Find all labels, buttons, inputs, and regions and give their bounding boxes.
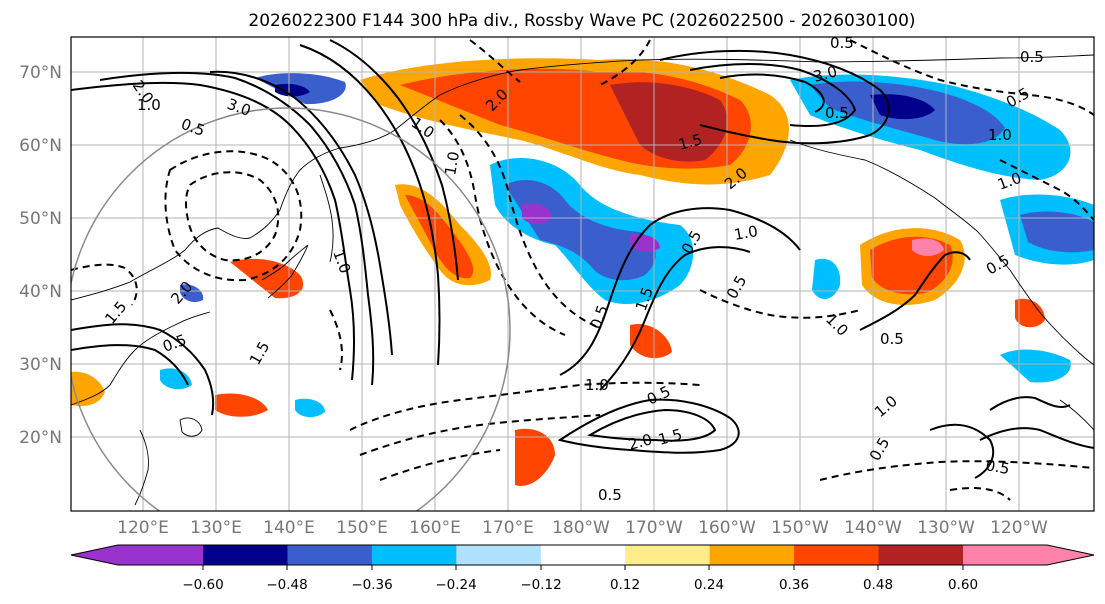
contour-label: 1.0 [585,376,609,394]
colorbar-bin [625,545,711,565]
lon-label: 130°E [190,518,242,538]
lon-label: 150°E [336,518,388,538]
colorbar-bin [203,545,288,565]
map-frame [70,36,1095,512]
lon-label: 170°W [625,518,683,538]
contour-label: 3.0 [811,62,839,86]
contour-label: 0.5 [825,104,849,122]
lat-label: 40°N [19,282,62,302]
div-positive-west [71,371,105,407]
div-negative-west-b [180,284,204,303]
lon-label: 150°W [771,518,829,538]
div-positive-far-east [1015,298,1045,328]
lat-label: 20°N [19,428,62,448]
contour-label: 1.0 [137,96,161,114]
div-negative-blocking-mid [505,180,656,281]
colorbar-bin [794,545,880,565]
contour-label: 0.5 [1020,48,1044,66]
div-positive-south-a [215,393,268,417]
lat-label: 30°N [19,355,62,375]
colorbar-bin [118,545,204,565]
contour-label: 1.0 [988,126,1012,144]
contour-label: 1.5 [656,425,684,449]
colorbar-bin [963,545,1048,565]
colorbar-tick-labels: −0.60 −0.48 −0.36 −0.24 −0.12 0.12 0.24 … [182,577,978,593]
colorbar-tick-label: −0.48 [266,577,307,593]
colorbar-tick-label: −0.60 [182,577,223,593]
graticule [71,37,1094,511]
contour-label: 2.0 [626,430,654,454]
longitude-labels: 120°E 130°E 140°E 150°E 160°E 170°E 180°… [117,518,1048,538]
colorbar-bin [709,545,795,565]
contour-label: 0.5 [880,330,904,348]
colorbar-bin [878,545,964,565]
contour-label: 1.0 [441,150,463,177]
contour-label: 0.5 [984,456,1011,478]
colorbar-tick-label: −0.12 [520,577,561,593]
lon-label: 120°W [990,518,1048,538]
lon-label: 140°W [844,518,902,538]
colorbar-tick-label: 0.48 [863,577,893,593]
contour-label: 0.5 [598,486,622,504]
colorbar-tick-label: 0.24 [694,577,724,593]
lon-label: 160°W [698,518,756,538]
colorbar-bin [371,545,457,565]
lon-label: 160°E [409,518,461,538]
contour-label: 1.5 [676,130,704,154]
map-panel: 2.0 1.0 0.5 3.0 0.5 3.0 0.5 1.0 0.5 0.5 … [70,34,1095,512]
div-negative-west-a [160,368,192,390]
figure-title: 2026022300 F144 300 hPa div., Rossby Wav… [248,11,915,31]
div-positive-east-max [912,238,944,256]
focus-circle [71,107,511,511]
lon-label: 130°W [917,518,975,538]
colorbar-ticks [202,565,964,570]
contour-label: 0.5 [830,34,854,52]
div-negative-subtropic-a [812,258,841,300]
colorbar-tick-label: 0.12 [610,577,640,593]
lat-label: 50°N [19,209,62,229]
div-negative-subtropic-b [1000,349,1071,383]
div-negative-blocking-core-a [522,203,552,224]
lon-label: 170°E [482,518,534,538]
colorbar-tick-label: −0.24 [435,577,476,593]
div-negative-east-coast-core [1020,211,1094,253]
contour-label: 1.0 [733,222,760,244]
colorbar-bin [540,545,626,565]
colorbar-outline [70,544,1095,566]
div-negative-north-core [275,83,310,97]
colorbar-tick-label: 0.36 [779,577,809,593]
lon-label: 140°E [263,518,315,538]
lon-label: 120°E [117,518,169,538]
divergence-shading [71,58,1094,486]
colorbar-extend-high [1047,545,1094,565]
negative-contours [71,39,1094,501]
lat-label: 60°N [19,136,62,156]
lat-label: 70°N [19,63,62,83]
colorbar-tick-label: 0.60 [948,577,978,593]
div-negative-central [295,398,325,418]
colorbar-segments [71,545,1094,565]
lon-label: 180°W [552,518,610,538]
colorbar: −0.60 −0.48 −0.36 −0.24 −0.12 0.12 0.24 … [70,544,1095,593]
latitude-labels: 70°N 60°N 50°N 40°N 30°N 20°N [19,63,62,448]
colorbar-bin [456,545,542,565]
div-positive-south-b [515,428,555,486]
colorbar-tick-label: −0.36 [351,577,392,593]
colorbar-extend-low [71,545,118,565]
div-positive-japan [230,258,304,299]
positive-contours [71,39,1094,479]
div-positive-north-max [610,82,728,162]
colorbar-bin [287,545,373,565]
